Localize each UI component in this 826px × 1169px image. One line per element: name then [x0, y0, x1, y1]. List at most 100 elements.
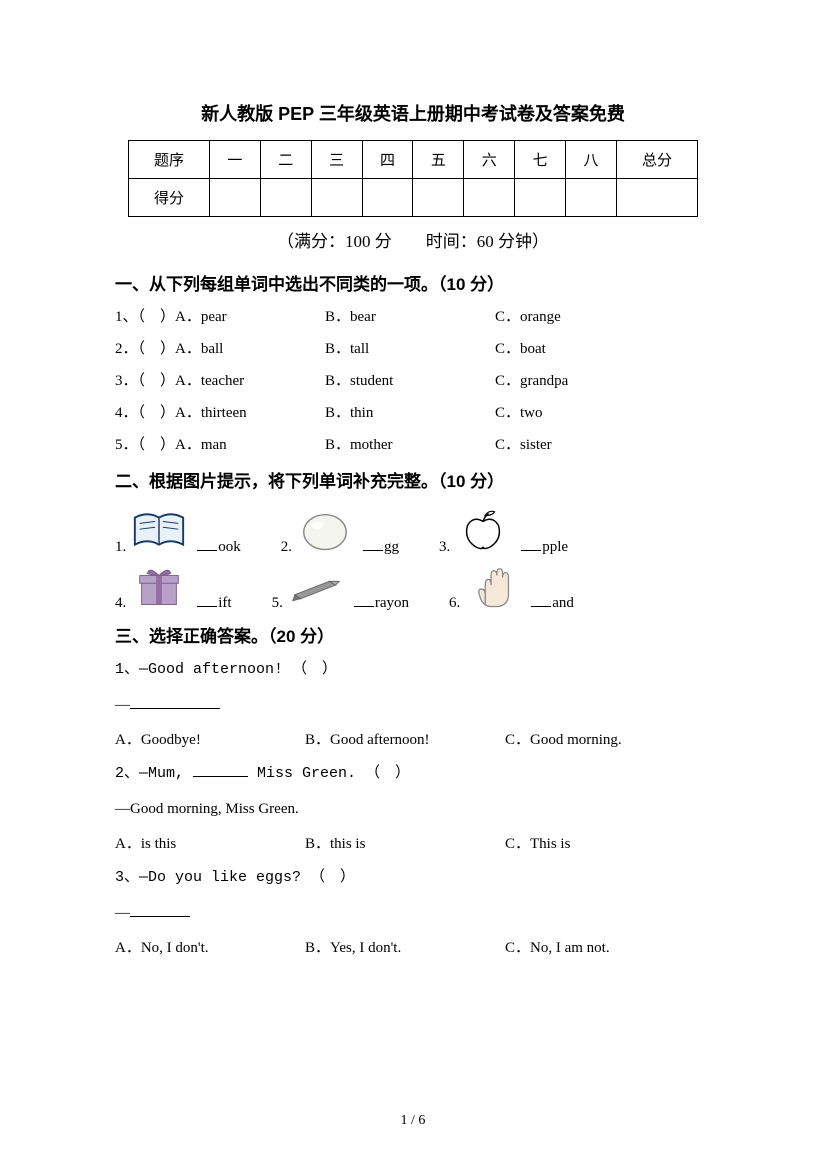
q-num: 3.: [439, 539, 450, 556]
list-item: 6. and: [449, 562, 574, 612]
opt-b: B．bear: [325, 305, 495, 329]
page-title: 新人教版 PEP 三年级英语上册期中考试卷及答案免费: [115, 100, 711, 126]
q-num: 5．（ ）A．man: [115, 433, 325, 457]
opt-b: B．mother: [325, 433, 495, 457]
q-num: 1、（ ）A．pear: [115, 305, 325, 329]
blank: [354, 591, 374, 607]
opt-c: C．This is: [505, 832, 570, 853]
section-3-head: 三、选择正确答案。（20 分）: [115, 622, 711, 647]
cell: 总分: [616, 141, 697, 179]
score-table: 题序 一 二 三 四 五 六 七 八 总分 得分: [128, 140, 698, 217]
cell: [566, 179, 617, 217]
blank: [521, 535, 541, 551]
opt-b: B．thin: [325, 401, 495, 425]
opt-c: C．grandpa: [495, 369, 568, 393]
cell: 题序: [129, 141, 210, 179]
q-num: 4．（ ）A．thirteen: [115, 401, 325, 425]
exam-meta: （满分：100 分 时间：60 分钟）: [115, 227, 711, 252]
cell: [413, 179, 464, 217]
egg-icon: [296, 506, 354, 556]
opt-b: B．student: [325, 369, 495, 393]
book-icon: [130, 506, 188, 556]
crayon-icon: [287, 562, 345, 612]
opt-c: C．No, I am not.: [505, 936, 610, 957]
table-row: 得分: [129, 179, 698, 217]
table-row: 题序 一 二 三 四 五 六 七 八 总分: [129, 141, 698, 179]
opt-b: B．Yes, I don't.: [305, 936, 505, 957]
q3-2-resp: —Good morning, Miss Green.: [115, 797, 711, 823]
opt-c: C．boat: [495, 337, 546, 361]
list-item: 2. gg: [281, 506, 399, 556]
q-num: 4.: [115, 595, 126, 612]
opt-b: B．this is: [305, 832, 505, 853]
opt-a: A．is this: [115, 832, 305, 853]
q3-1-opts: A．Goodbye! B．Good afternoon! C．Good morn…: [115, 728, 711, 749]
q3-2-line: 2、—Mum, Miss Green. （ ）: [115, 761, 711, 787]
q-num: 3．（ ）A．teacher: [115, 369, 325, 393]
blank: [193, 776, 248, 777]
cell: [616, 179, 697, 217]
cell: [464, 179, 515, 217]
word-fragment: ook: [196, 535, 241, 556]
gift-icon: [130, 562, 188, 612]
opt-b: B．Good afternoon!: [305, 728, 505, 749]
opt-c: C．orange: [495, 305, 561, 329]
apple-icon: [454, 506, 512, 556]
list-item: 4．（ ）A．thirteenB．thinC．two: [115, 401, 711, 425]
list-item: 5．（ ）A．manB．motherC．sister: [115, 433, 711, 457]
q-num: 5.: [272, 595, 283, 612]
q3-2-opts: A．is this B．this is C．This is: [115, 832, 711, 853]
blank: [363, 535, 383, 551]
opt-c: C．Good morning.: [505, 728, 622, 749]
page-number: 1 / 6: [0, 1113, 826, 1129]
opt-c: C．sister: [495, 433, 552, 457]
q3-3-line: 3、—Do you like eggs? （ ）: [115, 865, 711, 891]
q3-1-line: 1、—Good afternoon! （ ）: [115, 657, 711, 683]
blank: [130, 916, 190, 917]
cell: [311, 179, 362, 217]
q3-2-pre: 2、—Mum,: [115, 765, 193, 782]
list-item: 5. rayon: [272, 562, 409, 612]
cell: 二: [260, 141, 311, 179]
blank: [531, 591, 551, 607]
section-2-head: 二、根据图片提示，将下列单词补充完整。（10 分）: [115, 467, 711, 492]
blank: [197, 591, 217, 607]
cell: [260, 179, 311, 217]
word-fragment: gg: [362, 535, 399, 556]
opt-b: B．tall: [325, 337, 495, 361]
cell: 得分: [129, 179, 210, 217]
cell: [515, 179, 566, 217]
list-item: 3. pple: [439, 506, 568, 556]
word-fragment: and: [530, 591, 574, 612]
word-fragment: rayon: [353, 591, 409, 612]
list-item: 3．（ ）A．teacherB．studentC．grandpa: [115, 369, 711, 393]
opt-a: A．Goodbye!: [115, 728, 305, 749]
section-1-head: 一、从下列每组单词中选出不同类的一项。（10 分）: [115, 270, 711, 295]
q-num: 1.: [115, 539, 126, 556]
q-num: 2．（ ）A．ball: [115, 337, 325, 361]
list-item: 4. ift: [115, 562, 232, 612]
word-fragment: pple: [520, 535, 568, 556]
word-fragment: ift: [196, 591, 231, 612]
cell: 七: [515, 141, 566, 179]
section-2-list: 1. ook 2. gg 3. pple 4. ift 5. rayon 6. and: [115, 506, 711, 612]
blank: [130, 708, 220, 709]
cell: [209, 179, 260, 217]
blank: [197, 535, 217, 551]
cell: [362, 179, 413, 217]
list-item: 1、（ ）A．pearB．bearC．orange: [115, 305, 711, 329]
q-num: 6.: [449, 595, 460, 612]
q3-3-dash: —: [115, 901, 711, 927]
cell: 五: [413, 141, 464, 179]
q-num: 2.: [281, 539, 292, 556]
cell: 三: [311, 141, 362, 179]
q3-2-post: Miss Green. （ ）: [248, 765, 410, 782]
q3-3-opts: A．No, I don't. B．Yes, I don't. C．No, I a…: [115, 936, 711, 957]
cell: 六: [464, 141, 515, 179]
hand-icon: [464, 562, 522, 612]
q3-1-dash: —: [115, 693, 711, 719]
list-item: 1. ook: [115, 506, 241, 556]
cell: 一: [209, 141, 260, 179]
cell: 四: [362, 141, 413, 179]
opt-a: A．No, I don't.: [115, 936, 305, 957]
